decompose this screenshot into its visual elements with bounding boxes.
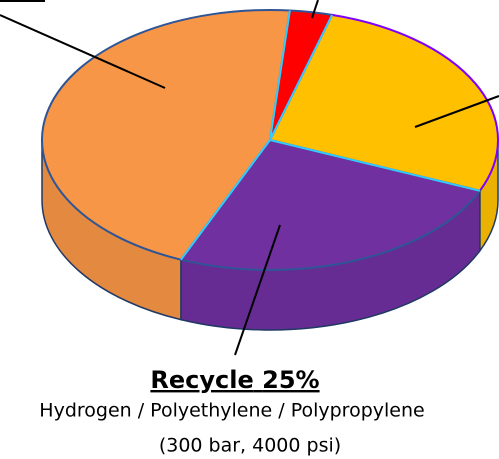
slice-label: Recycle 25%	[150, 366, 319, 394]
slice	[179, 138, 482, 271]
slice-divider	[269, 10, 291, 141]
annotation: (300 bar, 4000 psi)	[159, 435, 341, 457]
slice-divider	[180, 139, 271, 261]
leader-line	[311, 0, 319, 19]
annotation: Hydrogen / Polyethylene / Polypropylene	[39, 400, 424, 422]
category-label: Recycle	[150, 366, 253, 394]
leader-line	[234, 224, 281, 356]
slice-divider	[269, 139, 481, 192]
leader-line	[0, 14, 166, 89]
leader-line	[414, 95, 499, 128]
slice	[41, 9, 292, 261]
slice	[268, 13, 499, 192]
slice-divider	[269, 14, 333, 141]
pie	[41, 9, 499, 331]
value-label: 25%	[262, 366, 319, 394]
